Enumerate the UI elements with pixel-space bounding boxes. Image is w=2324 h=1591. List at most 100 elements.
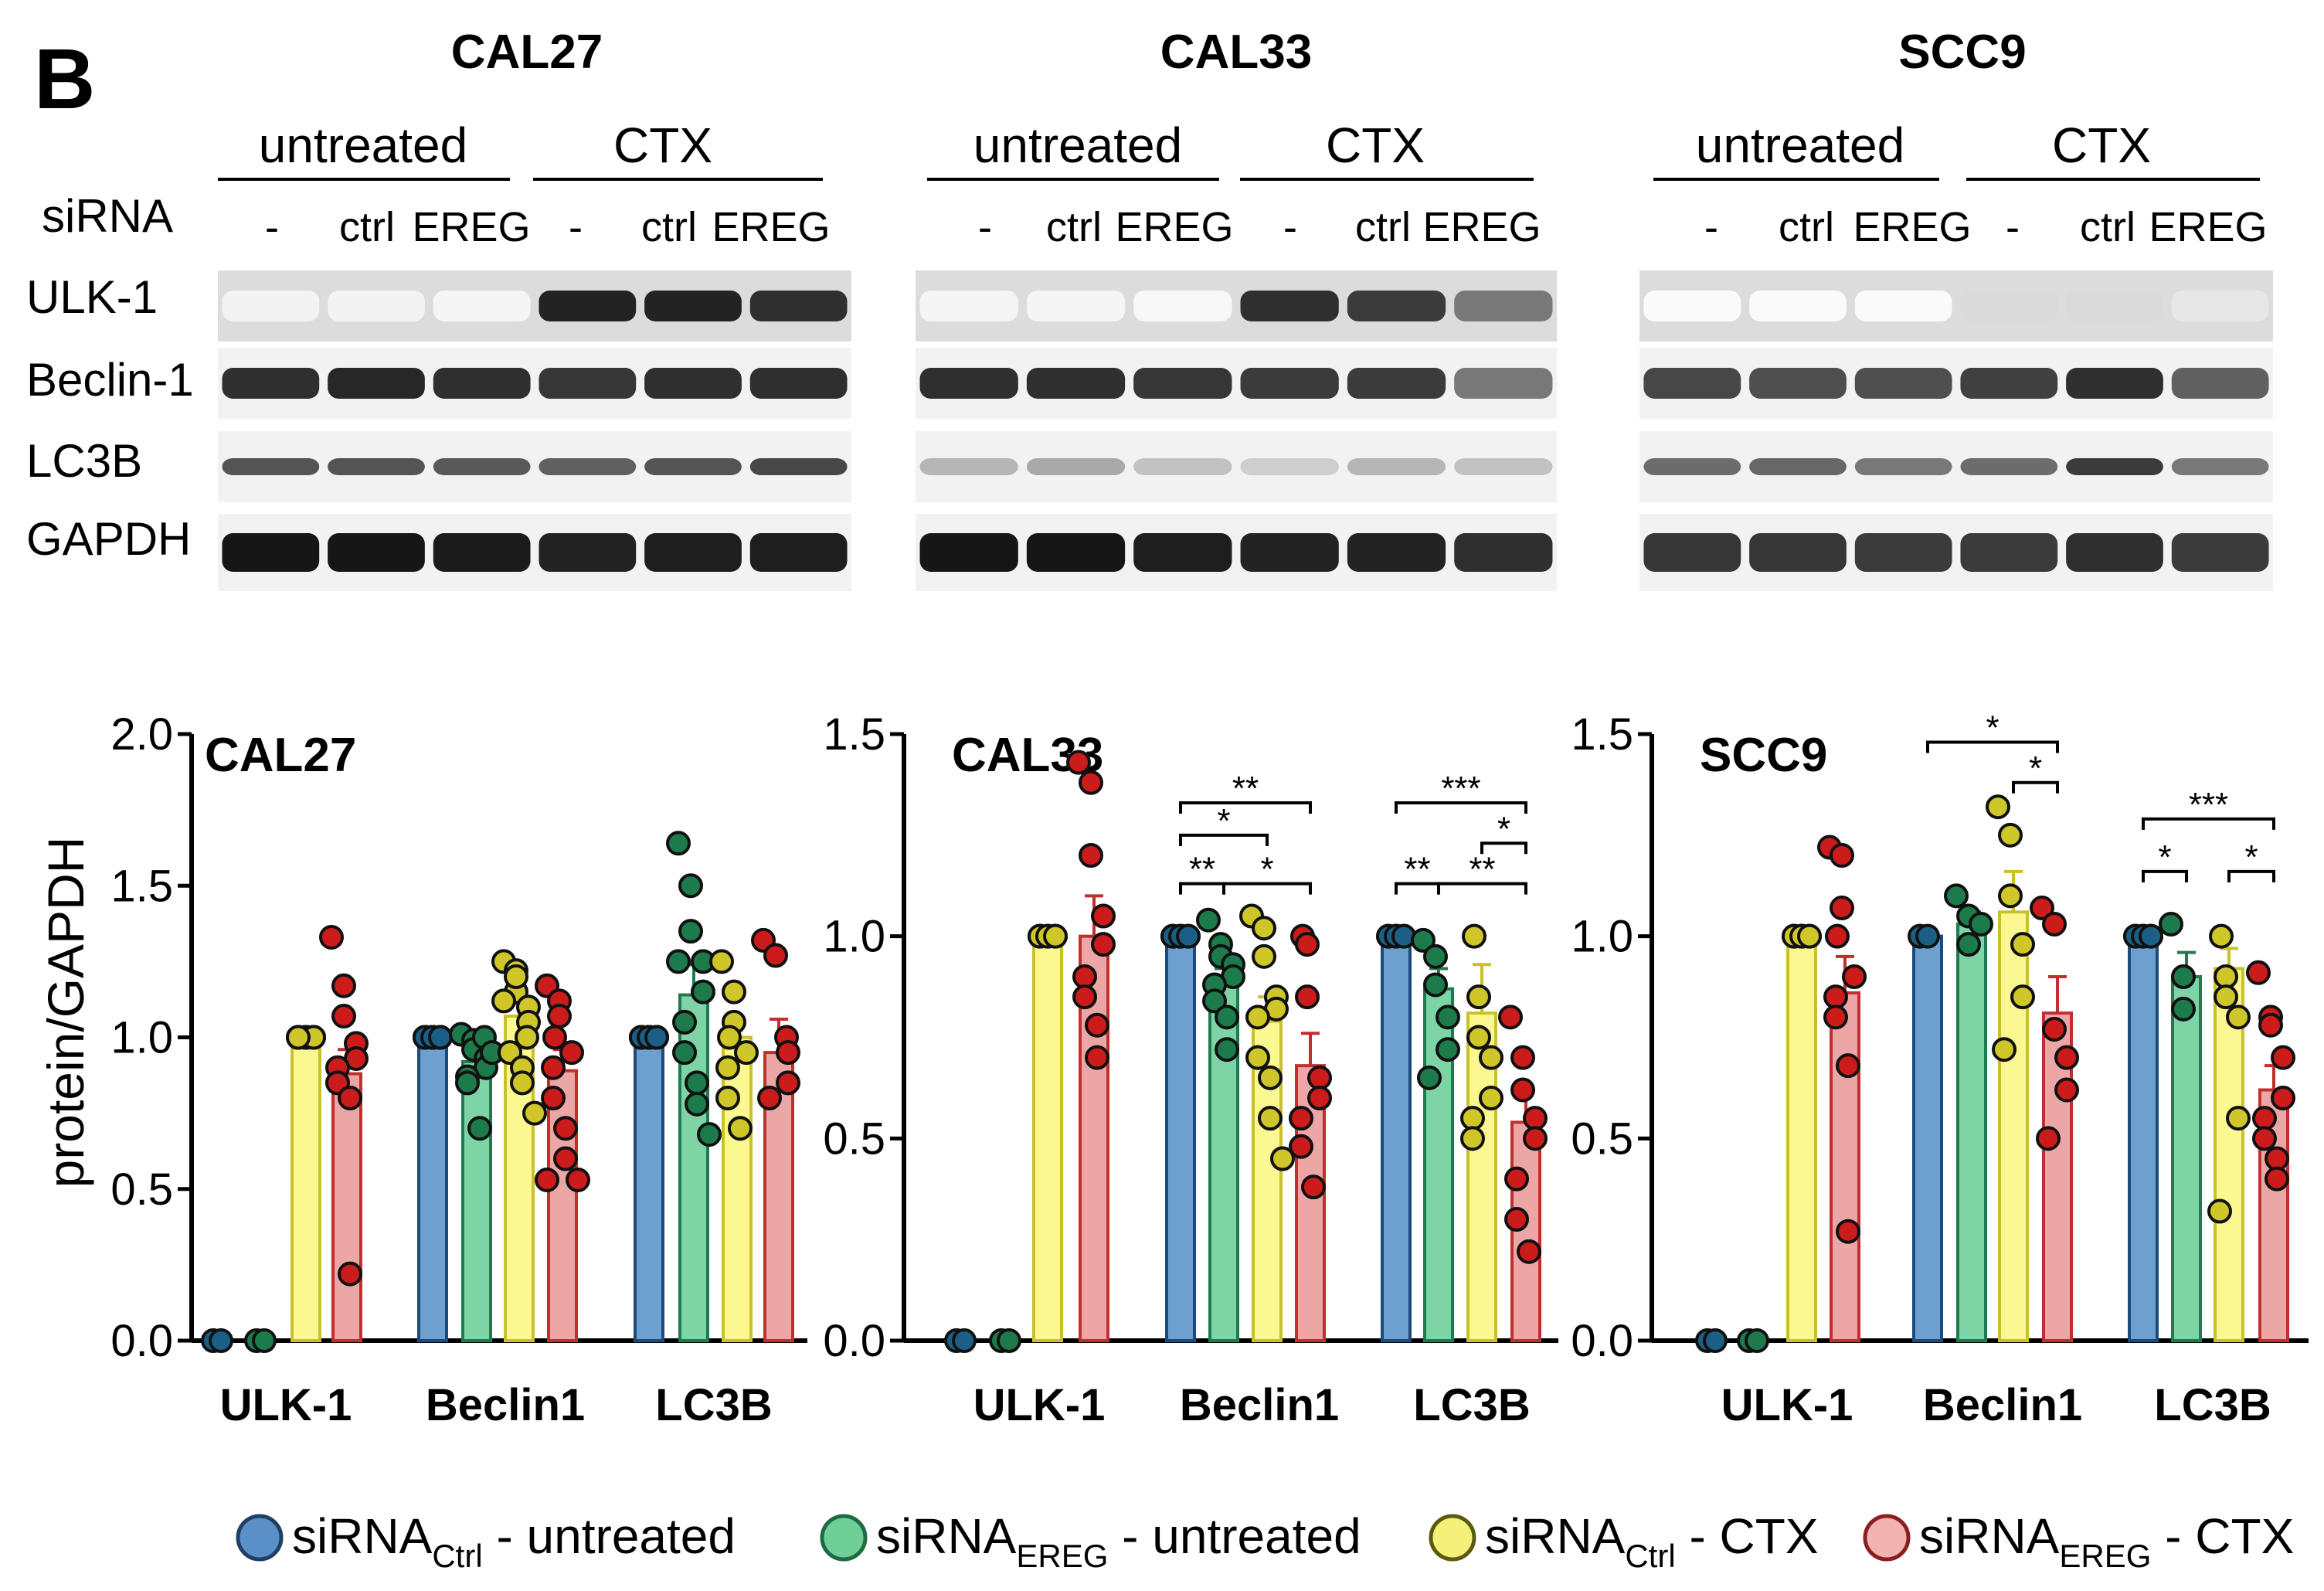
data-point xyxy=(2246,960,2271,985)
data-point xyxy=(715,1055,740,1080)
blot-band xyxy=(2066,291,2163,321)
significance-label: * xyxy=(1217,802,1230,840)
blot-band xyxy=(1643,368,1741,399)
data-point xyxy=(2036,1126,2061,1151)
blot-band xyxy=(2066,458,2163,475)
blot-strip xyxy=(1639,431,2273,502)
lane-label: ctrl xyxy=(1779,204,1834,250)
legend-swatch xyxy=(1429,1514,1476,1562)
blot-band xyxy=(1240,368,1339,399)
x-category-label: LC3B xyxy=(655,1380,772,1430)
data-point xyxy=(2054,1045,2079,1070)
blot-band xyxy=(2066,368,2163,399)
blot-band xyxy=(1026,368,1126,399)
data-point xyxy=(1258,1106,1283,1131)
lane-label: EREG xyxy=(1422,204,1541,250)
bar xyxy=(1165,934,1196,1342)
data-point xyxy=(331,973,356,998)
data-point xyxy=(1466,1025,1491,1050)
blot-strip xyxy=(1639,348,2273,419)
data-point xyxy=(2030,896,2054,921)
blot-band xyxy=(2171,458,2269,475)
significance-label: *** xyxy=(1441,770,1480,807)
data-point xyxy=(1066,750,1091,775)
bar xyxy=(1830,991,1860,1343)
data-point xyxy=(1745,1328,1769,1353)
blot-band xyxy=(222,368,320,399)
data-point xyxy=(1504,1166,1529,1192)
data-point xyxy=(1823,984,1848,1010)
bar xyxy=(461,1059,492,1343)
lane-label: EREG xyxy=(412,204,530,250)
significance-label: ** xyxy=(1469,851,1495,889)
data-point xyxy=(1998,883,2023,909)
legend-label: siRNAEREG - CTX xyxy=(1919,1508,2294,1574)
bar xyxy=(331,1072,362,1342)
blot-group-label: CTX xyxy=(613,117,712,173)
data-point xyxy=(467,1116,492,1141)
data-point xyxy=(2042,911,2067,937)
data-point xyxy=(1460,1126,1485,1151)
lane-label: - xyxy=(265,204,279,250)
significance-bracket xyxy=(1179,801,1312,814)
blot-band xyxy=(433,533,531,572)
blot-band xyxy=(1854,291,1952,321)
data-point xyxy=(1252,943,1276,969)
data-point xyxy=(338,1261,362,1287)
data-point xyxy=(553,1146,578,1171)
data-point xyxy=(542,1025,567,1050)
x-category-label: Beclin1 xyxy=(426,1380,585,1430)
legend-item: siRNACtrl - CTX xyxy=(1429,1508,1819,1574)
data-point xyxy=(1510,1077,1535,1103)
data-point xyxy=(1202,988,1227,1014)
data-point xyxy=(1270,1146,1295,1171)
y-tick-label: 1.5 xyxy=(823,709,885,760)
data-point xyxy=(1703,1328,1728,1353)
blot-band xyxy=(1347,291,1446,321)
data-point xyxy=(1466,984,1491,1010)
blot-band xyxy=(539,533,637,572)
data-point xyxy=(1258,1065,1283,1090)
significance-label: * xyxy=(1986,709,1999,746)
data-point xyxy=(1072,964,1097,989)
data-point xyxy=(1842,964,1867,989)
data-point xyxy=(2226,1005,2251,1030)
blot-band xyxy=(919,458,1018,475)
data-point xyxy=(2171,964,2196,989)
x-category-label: LC3B xyxy=(1413,1380,1530,1430)
blot-band xyxy=(644,458,742,475)
y-axis-label: protein/GAPDH xyxy=(37,837,94,1188)
data-point xyxy=(515,1025,539,1050)
data-point xyxy=(1992,1037,2017,1062)
blot-strip xyxy=(218,348,851,419)
significance-label: ** xyxy=(1232,770,1259,807)
data-point xyxy=(1969,911,1993,937)
significance-label: ** xyxy=(1189,851,1215,889)
chart-title: CAL27 xyxy=(205,729,356,782)
blot-band xyxy=(1960,368,2058,399)
bar xyxy=(547,1069,578,1343)
significance-bracket xyxy=(1926,740,2059,753)
significance-bracket xyxy=(1179,833,1269,846)
data-point xyxy=(1517,1239,1541,1264)
data-point xyxy=(697,1122,722,1147)
data-point xyxy=(1944,883,1969,909)
lane-label: ctrl xyxy=(641,204,697,250)
lane-label: - xyxy=(2006,204,2020,250)
data-point xyxy=(685,1091,709,1117)
data-point xyxy=(1245,1045,1270,1070)
blot-strip xyxy=(916,514,1557,591)
data-point xyxy=(1510,1045,1535,1070)
blot-strip xyxy=(218,431,851,502)
blot-band xyxy=(919,368,1018,399)
data-point xyxy=(1215,1037,1239,1062)
y-tick-label: 0.0 xyxy=(1571,1316,1633,1366)
blot-band xyxy=(1960,291,2058,321)
data-point xyxy=(1252,916,1276,941)
bar xyxy=(290,1035,321,1342)
data-point xyxy=(1436,1005,1460,1030)
lane-label: ctrl xyxy=(1046,204,1102,250)
